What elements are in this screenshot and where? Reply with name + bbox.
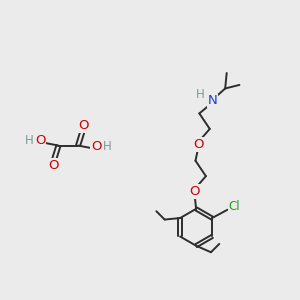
Text: O: O	[48, 159, 58, 172]
Text: H: H	[103, 140, 111, 153]
Text: O: O	[78, 119, 89, 132]
Text: H: H	[196, 88, 205, 101]
Text: H: H	[25, 134, 34, 147]
Text: O: O	[35, 134, 45, 147]
Text: N: N	[208, 94, 218, 107]
Text: O: O	[193, 138, 204, 151]
Text: Cl: Cl	[228, 200, 240, 213]
Text: O: O	[189, 185, 200, 198]
Text: O: O	[91, 140, 102, 153]
